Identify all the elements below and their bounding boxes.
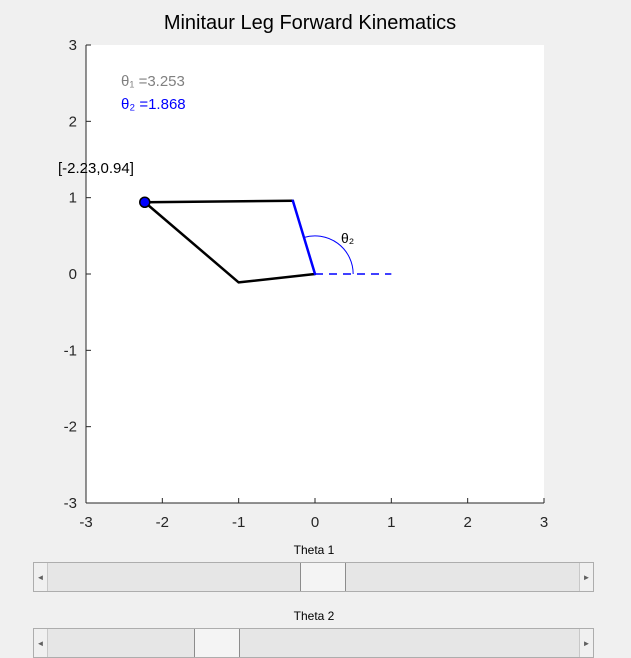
- foot-marker: [139, 196, 151, 208]
- right-arrow-icon[interactable]: ►: [579, 629, 593, 657]
- foot-coordinate-label: [-2.23,0.94]: [58, 160, 134, 177]
- theta2-slider-label: Theta 2: [293, 609, 335, 623]
- y-tick-label: 0: [69, 266, 77, 283]
- x-tick-label: 2: [463, 514, 471, 531]
- theta2-readout: θ₂ =1.868: [121, 96, 186, 113]
- y-tick-label: 1: [69, 190, 77, 207]
- theta2-arc: [303, 235, 354, 275]
- left-arrow-icon[interactable]: ◄: [34, 629, 48, 657]
- right-arrow-icon[interactable]: ►: [579, 563, 593, 591]
- leg-link-line: [143, 200, 317, 284]
- theta2-slider-thumb[interactable]: [194, 629, 240, 657]
- x-tick-label: -2: [156, 514, 169, 531]
- x-tick-label: -1: [232, 514, 245, 531]
- theta1-slider-thumb[interactable]: [300, 563, 346, 591]
- x-tick-label: 0: [311, 514, 319, 531]
- theta1-slider-track[interactable]: [48, 563, 579, 591]
- theta1-slider[interactable]: ◄ ►: [33, 562, 594, 592]
- figure-title: Minitaur Leg Forward Kinematics: [164, 12, 456, 34]
- y-tick-labels: 3 2 1 0 -1 -2 -3: [64, 37, 77, 512]
- theta2-slider-track[interactable]: [48, 629, 579, 657]
- x-tick-label: 3: [540, 514, 548, 531]
- y-tick-label: 3: [69, 37, 77, 54]
- theta2-arc-label: θ₂: [341, 230, 354, 246]
- y-tick-label: 2: [69, 113, 77, 130]
- leg-link-line: [143, 199, 295, 204]
- y-tick-label: -3: [64, 495, 77, 512]
- x-tick-labels: -3 -2 -1 0 1 2 3: [79, 514, 548, 531]
- theta2-slider[interactable]: ◄ ►: [33, 628, 594, 658]
- y-tick-label: -2: [64, 419, 77, 436]
- theta1-slider-label: Theta 1: [293, 543, 335, 557]
- plot-content: [139, 196, 392, 284]
- x-tick-label: -3: [79, 514, 92, 531]
- y-tick-label: -1: [64, 342, 77, 359]
- left-arrow-icon[interactable]: ◄: [34, 563, 48, 591]
- x-tick-label: 1: [387, 514, 395, 531]
- theta1-readout: θ₁ =3.253: [121, 73, 185, 90]
- figure-canvas: Minitaur Leg Forward Kinematics -3 -2 -1 0 1…: [58, 12, 548, 531]
- axes-lines: [85, 44, 545, 504]
